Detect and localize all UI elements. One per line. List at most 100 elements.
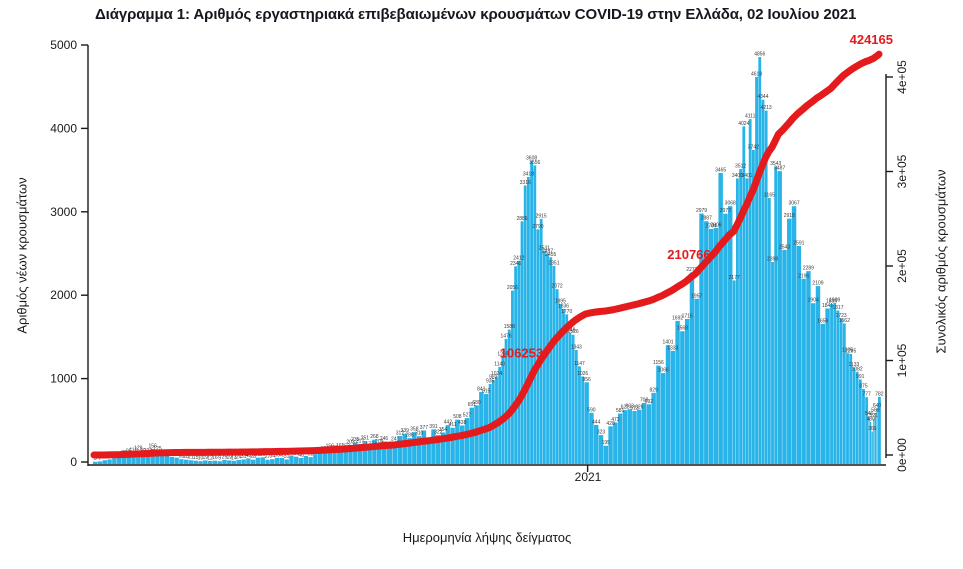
- cumulative-annotations: 106253 210766 424165: [500, 32, 893, 360]
- bar: [565, 314, 569, 464]
- bar-value-label: 3316: [520, 180, 531, 186]
- bar-value-label: 411: [449, 422, 457, 428]
- bar: [174, 457, 179, 464]
- bar: [632, 410, 637, 464]
- bar: [97, 461, 103, 464]
- bar: [732, 280, 736, 464]
- bar: [806, 271, 811, 464]
- bar: [308, 457, 313, 464]
- cumulative-annotation: 424165: [850, 32, 893, 47]
- bar-value-label: 322: [434, 430, 443, 436]
- bar: [675, 320, 680, 464]
- bar-value-label: 3400: [732, 173, 743, 179]
- bar: [207, 460, 213, 464]
- bar: [337, 448, 344, 464]
- bar: [155, 451, 160, 464]
- bar: [255, 457, 261, 464]
- bar: [431, 429, 436, 464]
- bar-value-label: 2806: [710, 222, 721, 228]
- bar: [546, 253, 549, 464]
- bar: [348, 445, 353, 464]
- bar: [539, 218, 543, 464]
- bar-value-label: 626: [635, 404, 644, 410]
- bar: [758, 57, 762, 464]
- bar: [381, 441, 387, 464]
- bar-value-label: 546: [865, 411, 874, 417]
- x-axis-title: Ημερομηνία λήψης δείγματος: [402, 530, 572, 545]
- bar: [830, 304, 833, 464]
- bar-value-label: 358: [410, 427, 419, 433]
- cumulative-annotation: 210766: [667, 247, 710, 262]
- bar: [179, 459, 184, 464]
- bar-value-label: 2196: [798, 273, 809, 279]
- bar: [820, 323, 825, 464]
- bar-value-label: 1662: [839, 318, 850, 324]
- bar: [680, 331, 685, 464]
- bar-value-label: 1588: [504, 324, 515, 330]
- bar: [777, 171, 782, 464]
- bar: [260, 457, 265, 464]
- bar-value-label: 235: [351, 437, 360, 443]
- bar-value-label: 24: [236, 454, 242, 460]
- bar-value-label: 2977: [720, 208, 731, 214]
- bar-value-label: 28: [250, 454, 256, 460]
- bar-value-label: 14: [231, 455, 237, 461]
- left-tick-label: 2000: [50, 288, 77, 302]
- bar: [617, 413, 623, 464]
- left-tick-label: 1000: [50, 372, 77, 386]
- bar-value-label: 195: [602, 440, 611, 446]
- bar-value-label: 2497: [542, 248, 553, 254]
- bar-value-label: 25: [222, 454, 228, 460]
- bar: [407, 438, 412, 464]
- bar: [112, 458, 117, 464]
- bar-value-label: 1147: [574, 361, 585, 367]
- bar: [870, 421, 872, 464]
- bar: [533, 165, 537, 464]
- bar-value-label: 209: [375, 439, 384, 445]
- bar: [661, 373, 666, 464]
- bar: [873, 418, 875, 464]
- bar-value-label: 588: [871, 407, 880, 413]
- bar: [627, 409, 632, 464]
- bar-value-label: 43: [246, 453, 252, 459]
- bar-value-label: 815: [482, 389, 491, 395]
- bar: [183, 459, 189, 464]
- bar-value-label: 203: [346, 440, 355, 446]
- bar-value-label: 110: [130, 447, 138, 453]
- bar: [145, 453, 151, 464]
- bar: [761, 99, 765, 465]
- bar: [126, 454, 131, 464]
- bar: [298, 457, 304, 464]
- right-tick-label: 3e+05: [895, 154, 909, 188]
- bar-value-label: 4024: [738, 121, 749, 127]
- bar: [274, 457, 280, 464]
- bar-value-label: 21: [188, 455, 194, 461]
- bar: [755, 76, 758, 465]
- bar: [160, 454, 165, 464]
- cumulative-line: [90, 50, 883, 459]
- bar: [498, 366, 502, 464]
- bar-value-label: 581: [616, 408, 625, 414]
- right-tick-label: 1e+05: [895, 343, 909, 377]
- bar-value-label: 829: [649, 387, 658, 393]
- bar: [392, 441, 398, 464]
- bar-value-label: 1066: [658, 368, 669, 374]
- bar-value-label: 3418: [523, 171, 534, 177]
- bar: [445, 425, 451, 464]
- bar: [552, 265, 556, 464]
- bar-value-label: 15: [193, 455, 199, 461]
- bar-value-label: 19: [203, 455, 209, 461]
- bar-value-label: 1715: [682, 313, 693, 319]
- bar-value-label: 125: [153, 446, 162, 452]
- bar-value-label: 9: [218, 456, 221, 462]
- bar-value-label: 633: [626, 404, 635, 410]
- bar-value-label: 2289: [803, 266, 814, 272]
- bar: [764, 110, 768, 464]
- bar-value-label: 3067: [788, 201, 799, 207]
- bar-value-label: 1082: [852, 366, 863, 372]
- bar: [735, 178, 739, 464]
- bar-value-label: 1343: [571, 344, 582, 350]
- bar: [796, 245, 802, 464]
- bar: [523, 185, 527, 464]
